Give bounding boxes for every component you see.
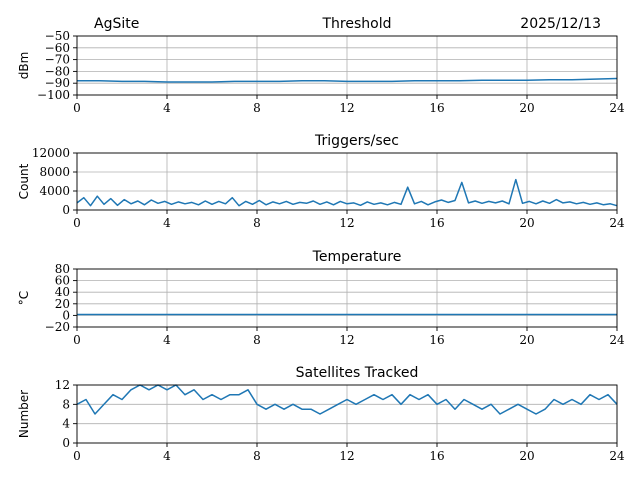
y-axis-label: Number xyxy=(17,390,31,438)
x-tick-label: 20 xyxy=(519,449,534,463)
y-tick-label: 8 xyxy=(62,397,70,411)
chart-panels: 0 4 8 12 16 20 24 −50−60−70−80−90−100 Threshold d… xyxy=(17,16,625,463)
x-tick-label: 0 xyxy=(73,333,81,347)
y-tick-label: −60 xyxy=(45,41,70,55)
y-tick-label: 4000 xyxy=(39,184,70,198)
x-tick-label: 24 xyxy=(609,216,625,230)
y-tick-label: −20 xyxy=(45,320,70,334)
x-tick-label: 16 xyxy=(429,449,444,463)
date-label: 2025/12/13 xyxy=(520,16,601,32)
x-tick-label: 8 xyxy=(253,449,261,463)
panel-1: 0 4 8 12 16 20 24 −50−60−70−80−90−100 Threshold d… xyxy=(17,16,625,115)
y-tick-label: 12000 xyxy=(32,146,70,160)
panel-title: Triggers/sec xyxy=(314,133,399,149)
y-axis-label: °C xyxy=(17,291,31,305)
y-tick-label: 4 xyxy=(62,417,70,431)
x-tick-label: 0 xyxy=(73,449,81,463)
x-tick-label: 16 xyxy=(429,101,444,115)
x-tick-label: 12 xyxy=(339,216,354,230)
y-tick-label: −70 xyxy=(45,53,70,67)
x-tick-label: 24 xyxy=(609,333,625,347)
y-tick-label: 60 xyxy=(55,274,70,288)
site-label: AgSite xyxy=(94,16,139,32)
y-axis-label: dBm xyxy=(17,52,31,80)
y-tick-label: 0 xyxy=(62,203,70,217)
series-line xyxy=(77,77,618,83)
x-tick-label: 0 xyxy=(73,101,81,115)
x-tick-label: 4 xyxy=(163,449,171,463)
y-tick-label: 80 xyxy=(55,262,70,276)
x-tick-label: 12 xyxy=(339,333,354,347)
y-tick-label: 40 xyxy=(55,285,70,299)
x-tick-label: 24 xyxy=(609,449,625,463)
x-tick-label: 20 xyxy=(519,101,534,115)
series-line xyxy=(76,384,618,415)
y-tick-label: 20 xyxy=(55,297,70,311)
y-tick-label: 0 xyxy=(62,436,70,450)
y-tick-label: 0 xyxy=(62,308,70,322)
panel-title: Threshold xyxy=(322,16,392,32)
x-tick-label: 8 xyxy=(253,216,261,230)
y-tick-label: 8000 xyxy=(39,165,70,179)
panel-title: Temperature xyxy=(312,249,402,265)
panel-4: 0 4 8 12 16 20 24 12 8 4 0 Satellites Tracked Number xyxy=(17,365,625,463)
y-tick-label: −80 xyxy=(45,64,70,78)
x-tick-label: 24 xyxy=(609,101,625,115)
x-tick-label: 12 xyxy=(339,449,354,463)
x-tick-label: 12 xyxy=(339,101,354,115)
x-tick-label: 8 xyxy=(253,101,261,115)
x-tick-label: 4 xyxy=(163,333,171,347)
x-tick-label: 16 xyxy=(429,333,444,347)
y-tick-label: −50 xyxy=(45,29,70,43)
x-tick-label: 4 xyxy=(163,216,171,230)
x-tick-label: 8 xyxy=(253,333,261,347)
x-tick-label: 16 xyxy=(429,216,444,230)
series-line xyxy=(76,178,618,207)
y-axis-label: Count xyxy=(17,163,31,199)
y-tick-label: −100 xyxy=(37,88,70,102)
x-tick-label: 4 xyxy=(163,101,171,115)
y-tick-label: −90 xyxy=(45,76,70,90)
panel-title: Satellites Tracked xyxy=(296,365,419,381)
x-tick-label: 20 xyxy=(519,216,534,230)
panel-2: 0 4 8 12 16 20 24 12000 8000 4000 0 Triggers/sec Cou… xyxy=(17,133,625,230)
x-tick-label: 0 xyxy=(73,216,81,230)
x-tick-label: 20 xyxy=(519,333,534,347)
y-tick-label: 12 xyxy=(55,378,70,392)
